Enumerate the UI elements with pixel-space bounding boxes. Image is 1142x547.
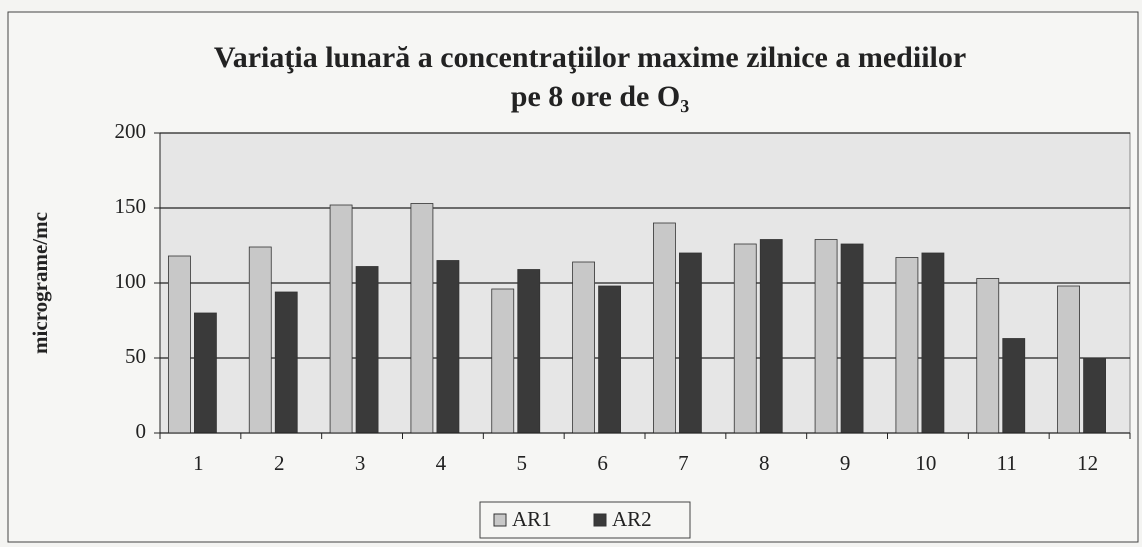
x-tick-label: 2 xyxy=(274,451,285,475)
x-tick-label: 3 xyxy=(355,451,366,475)
bar xyxy=(921,252,945,434)
y-tick-label: 50 xyxy=(125,344,146,368)
bar xyxy=(168,255,191,434)
bar xyxy=(517,269,541,434)
y-tick-label: 0 xyxy=(136,419,147,443)
x-tick-label: 11 xyxy=(997,451,1017,475)
bar xyxy=(329,204,353,434)
bar xyxy=(491,288,515,434)
bar xyxy=(355,266,379,434)
bar xyxy=(194,312,217,434)
x-tick-label: 1 xyxy=(193,451,204,475)
bar xyxy=(1057,285,1080,434)
y-tick-label: 200 xyxy=(115,119,147,143)
x-tick-label: 12 xyxy=(1077,451,1098,475)
bar xyxy=(840,243,864,434)
bar xyxy=(410,203,434,434)
x-tick-label: 8 xyxy=(759,451,770,475)
bar xyxy=(248,246,272,434)
chart-title: pe 8 ore de O₃ xyxy=(511,80,689,113)
legend-swatch xyxy=(593,513,607,527)
y-tick-label: 150 xyxy=(115,194,147,218)
x-tick-label: 9 xyxy=(840,451,851,475)
chart-title: Variaţia lunară a concentraţiilor maxime… xyxy=(214,41,966,74)
bar xyxy=(895,257,919,434)
bar xyxy=(976,278,1000,434)
bar xyxy=(1002,338,1026,434)
x-tick-label: 4 xyxy=(436,451,447,475)
bar xyxy=(1083,357,1106,434)
bar xyxy=(733,243,757,434)
bar xyxy=(679,252,702,434)
x-tick-label: 7 xyxy=(678,451,689,475)
bar xyxy=(759,239,783,434)
x-tick-label: 5 xyxy=(517,451,528,475)
x-tick-label: 10 xyxy=(915,451,936,475)
y-tick-label: 100 xyxy=(115,269,147,293)
legend-swatch xyxy=(493,513,507,527)
bar xyxy=(572,261,595,434)
bar xyxy=(598,285,621,434)
legend-label: AR1 xyxy=(512,507,552,531)
bar xyxy=(653,222,676,434)
legend-box xyxy=(479,501,691,539)
x-tick-label: 6 xyxy=(597,451,608,475)
y-axis-label: micrograme/mc xyxy=(28,212,52,354)
bar xyxy=(274,291,298,434)
bar xyxy=(814,239,838,434)
legend-label: AR2 xyxy=(612,507,652,531)
bar xyxy=(436,260,460,434)
